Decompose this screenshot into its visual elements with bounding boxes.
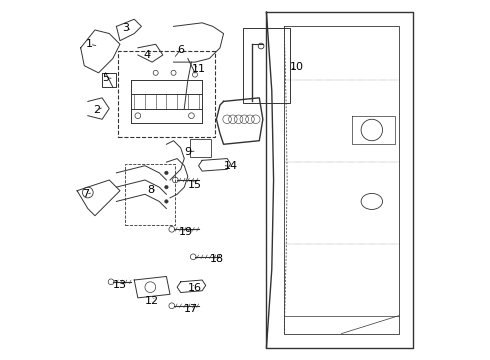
Text: 8: 8	[147, 185, 154, 195]
Text: 6: 6	[177, 45, 184, 55]
Text: 17: 17	[184, 304, 198, 314]
Text: 10: 10	[290, 63, 304, 72]
Text: 2: 2	[93, 105, 100, 115]
Text: 12: 12	[145, 296, 159, 306]
Text: 1: 1	[86, 39, 93, 49]
Text: 3: 3	[122, 23, 129, 33]
Circle shape	[165, 171, 168, 175]
Text: 18: 18	[209, 254, 223, 264]
Circle shape	[165, 200, 168, 203]
Text: 16: 16	[188, 283, 202, 293]
Text: 7: 7	[82, 189, 90, 199]
Text: 9: 9	[184, 147, 192, 157]
Text: 13: 13	[113, 280, 127, 290]
Text: 11: 11	[192, 64, 206, 73]
Text: 14: 14	[223, 161, 238, 171]
Text: 15: 15	[188, 180, 202, 190]
Text: 5: 5	[102, 73, 109, 83]
Text: 19: 19	[179, 227, 193, 237]
Text: 4: 4	[143, 50, 150, 60]
Circle shape	[165, 185, 168, 189]
